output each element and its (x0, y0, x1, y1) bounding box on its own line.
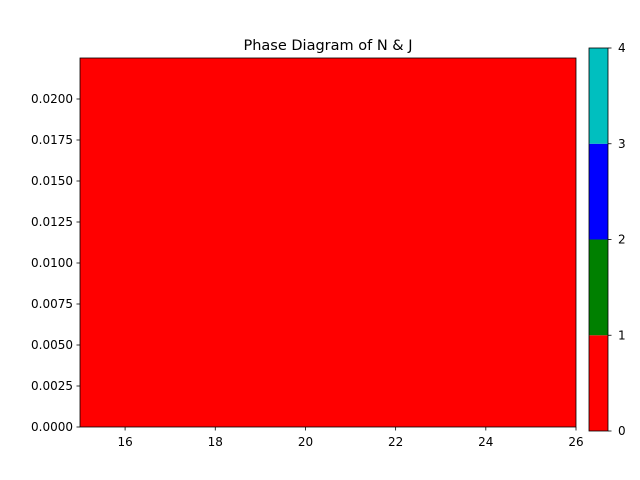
colorbar-tick-label: 1 (618, 328, 626, 342)
colorbar-tick-label: 0 (618, 424, 626, 438)
y-tick-label: 0.0200 (31, 92, 73, 106)
chart-title: Phase Diagram of N & J (243, 38, 412, 54)
colorbar-tick-label: 4 (618, 41, 626, 55)
x-tick-label: 24 (478, 435, 493, 449)
x-tick-label: 22 (388, 435, 403, 449)
y-tick-label: 0.0000 (31, 420, 73, 434)
x-tick-label: 26 (568, 435, 583, 449)
y-tick-label: 0.0150 (31, 174, 73, 188)
x-tick-label: 16 (117, 435, 132, 449)
x-axis: 16 18 20 22 24 26 (117, 427, 584, 449)
plot-area (79, 57, 577, 428)
plot-frame (79, 57, 577, 428)
y-tick-label: 0.0025 (31, 379, 73, 393)
y-tick-label: 0.0100 (31, 256, 73, 270)
colorbar: 0 1 2 3 4 (588, 41, 626, 438)
colorbar-segment-2 (589, 143, 608, 240)
colorbar-segment-3 (589, 48, 608, 144)
y-tick-label: 0.0125 (31, 215, 73, 229)
phase-region-0 (80, 58, 576, 427)
y-tick-label: 0.0075 (31, 297, 73, 311)
colorbar-segment-1 (589, 239, 608, 336)
x-tick-label: 18 (208, 435, 223, 449)
x-tick-label: 20 (298, 435, 313, 449)
colorbar-tick-label: 2 (618, 233, 626, 247)
colorbar-segment-0 (589, 335, 608, 431)
y-tick-label: 0.0050 (31, 338, 73, 352)
colorbar-tick-label: 3 (618, 137, 626, 151)
y-axis: 0.0000 0.0025 0.0050 0.0075 0.0100 0.0125 0.01… (31, 92, 80, 434)
y-tick-label: 0.0175 (31, 133, 73, 147)
